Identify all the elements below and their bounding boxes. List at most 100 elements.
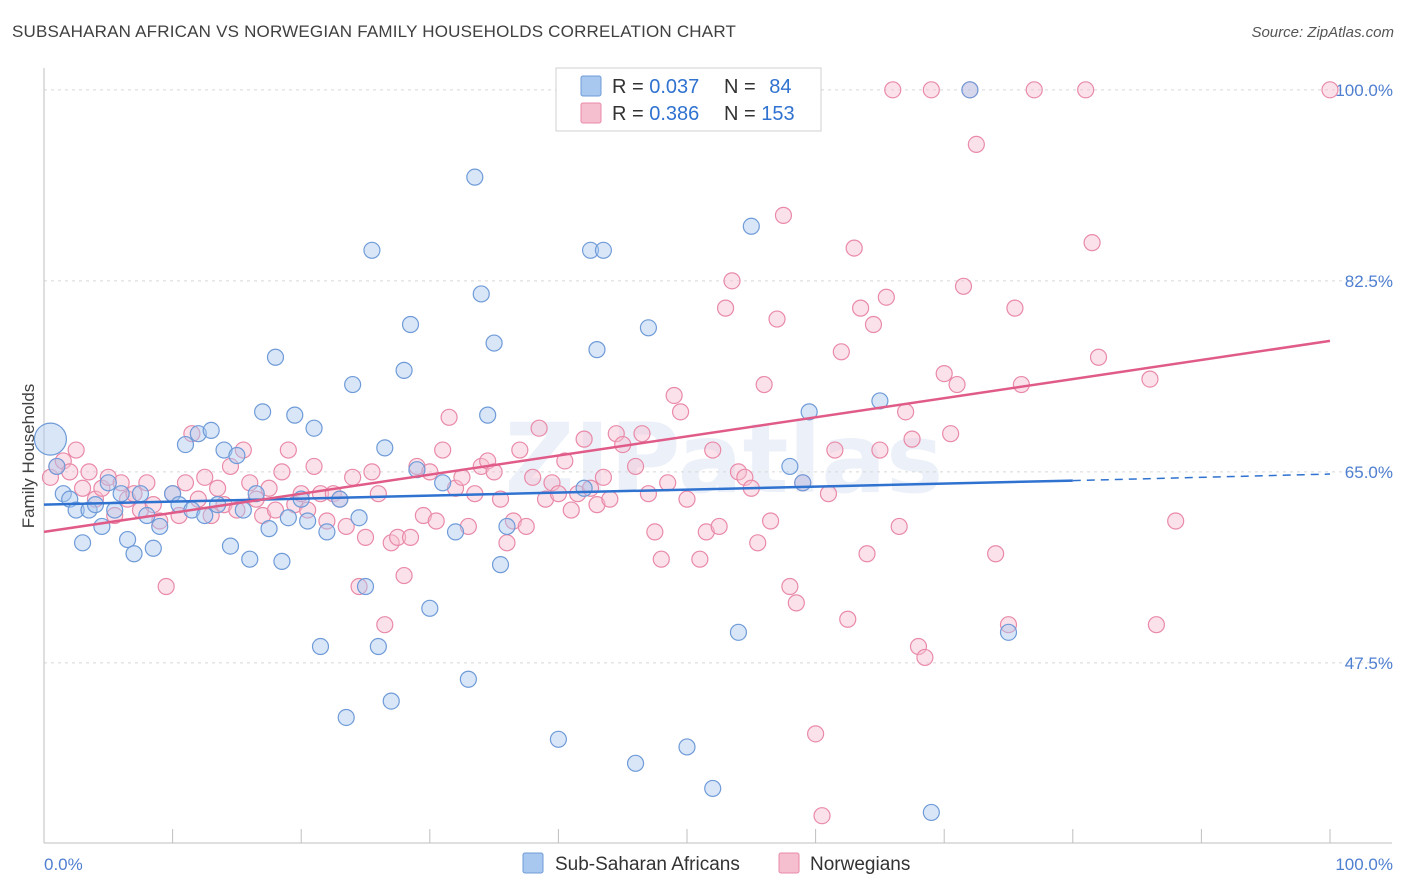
legend-r-label-pink: R = (612, 103, 649, 125)
norwegian-point (279, 441, 297, 459)
norwegian-point (61, 463, 79, 481)
norwegian-point (80, 463, 98, 481)
norwegian-point (845, 239, 863, 257)
watermark: ZIPatlas (505, 403, 944, 515)
norwegian-point (530, 419, 548, 437)
sub-saharan-point (99, 474, 117, 492)
norwegian-point (183, 425, 201, 443)
norwegian-point (524, 468, 542, 486)
sub-saharan-points (33, 81, 1018, 822)
norwegian-point (440, 408, 458, 426)
norwegian-point (369, 485, 387, 503)
sub-saharan-point (131, 485, 150, 503)
legend-n-value-blue: 84 (769, 76, 791, 98)
legend-swatch-pink (580, 102, 602, 124)
norwegian-trend-line (43, 339, 1331, 534)
sub-saharan-point (286, 406, 304, 424)
norwegian-point (877, 288, 895, 306)
sub-saharan-point (202, 421, 220, 439)
norwegian-point (389, 528, 407, 546)
norwegian-point (761, 512, 780, 530)
norwegian-point (1147, 616, 1165, 634)
sub-saharan-point (215, 441, 233, 459)
gridlines (44, 89, 1392, 664)
norwegian-point (543, 474, 561, 492)
norwegian-point (67, 441, 85, 459)
sub-saharan-point (376, 439, 394, 457)
norwegian-point (1083, 234, 1101, 252)
norwegian-point (556, 452, 574, 470)
trend-lines (43, 339, 1331, 534)
sub-saharan-point (485, 334, 503, 352)
norwegian-point (665, 386, 683, 405)
sub-saharan-point (125, 545, 143, 563)
norwegian-point (376, 616, 394, 634)
sub-saharan-point (112, 485, 130, 503)
sub-saharan-point (729, 623, 748, 641)
sub-saharan-point (704, 779, 722, 798)
norwegian-point (639, 485, 658, 503)
norwegian-point (99, 468, 117, 486)
legend-swatch-blue (580, 75, 602, 97)
sub-saharan-point (588, 341, 606, 359)
series-legend-swatch-blue (522, 852, 544, 874)
legend-n-label-blue: N = (724, 76, 761, 98)
norwegian-point (749, 534, 767, 552)
norwegian-point (652, 550, 670, 568)
sub-saharan-point (491, 556, 510, 574)
sub-saharan-point (241, 550, 259, 568)
norwegian-point (755, 375, 773, 394)
norwegian-point (209, 479, 227, 497)
x-tick-label-max: 100.0% (1335, 855, 1393, 874)
norwegian-point (768, 310, 786, 328)
norwegian-point (401, 528, 420, 546)
norwegian-point (858, 545, 876, 563)
sub-saharan-point (144, 539, 162, 557)
legend-r-label-blue: R = (612, 76, 649, 98)
norwegian-point (350, 577, 368, 596)
sub-saharan-point (118, 530, 137, 549)
svg-text:N = 153: N = 153 (724, 103, 795, 125)
sub-saharan-point (33, 422, 68, 456)
norwegian-point (1077, 81, 1095, 99)
y-tick-label: 65.0% (1345, 463, 1393, 482)
norwegian-point (459, 517, 477, 536)
norwegian-point (909, 637, 928, 656)
sub-saharan-point (337, 708, 355, 727)
norwegian-point (774, 206, 793, 224)
sub-saharan-point (318, 523, 336, 541)
series-legend-label-blue: Sub-Saharan Africans (555, 854, 740, 875)
sub-saharan-point (446, 523, 465, 541)
norwegian-point (1141, 370, 1159, 388)
sub-saharan-point (961, 81, 979, 99)
norwegian-point (498, 534, 516, 552)
norwegian-point (221, 457, 240, 476)
norwegian-point (594, 468, 613, 486)
norwegian-point (588, 496, 606, 514)
sub-saharan-point (73, 534, 92, 552)
x-ticks (43, 829, 1331, 843)
sub-saharan-point (549, 730, 568, 748)
norwegian-point (189, 490, 207, 508)
norwegian-point (536, 490, 555, 508)
norwegian-point (839, 610, 857, 628)
norwegian-point (626, 457, 645, 476)
norwegian-point (607, 425, 625, 443)
y-tick-label: 100.0% (1335, 81, 1393, 100)
sub-saharan-point (151, 517, 169, 536)
x-tick-label-min: 0.0% (44, 855, 83, 874)
sub-saharan-point (581, 241, 600, 259)
norwegian-point (575, 430, 593, 448)
norwegian-point (337, 517, 355, 536)
sub-saharan-point (794, 474, 812, 492)
sub-saharan-point (228, 446, 246, 465)
sub-saharan-trend-extension (1072, 473, 1331, 482)
norwegian-point (922, 81, 940, 99)
sub-saharan-point (800, 403, 818, 421)
norwegian-point (710, 517, 728, 536)
norwegian-point (157, 577, 175, 596)
norwegian-point (671, 403, 690, 421)
norwegian-point (395, 566, 413, 585)
norwegian-point (1167, 512, 1185, 530)
norwegian-point (151, 512, 169, 530)
